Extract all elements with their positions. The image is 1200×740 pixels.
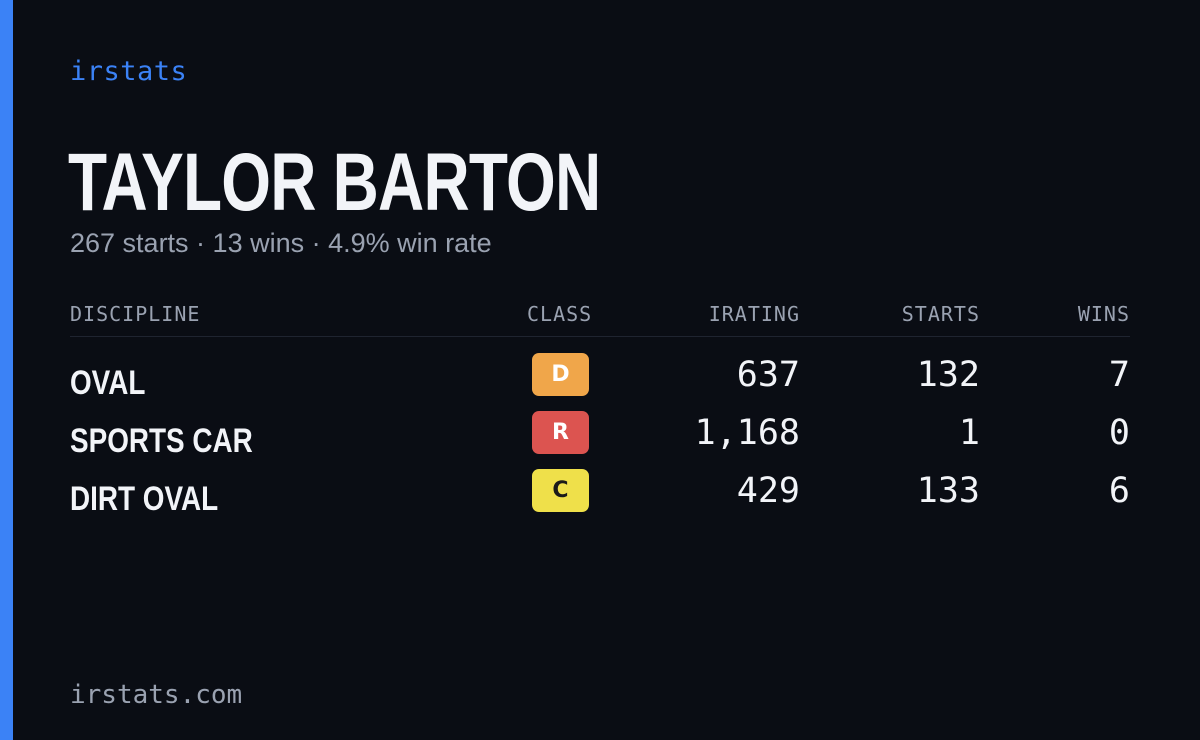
table-row: DIRT OVAL C 429 133 6 xyxy=(70,469,1130,527)
header-class: CLASS xyxy=(527,302,593,326)
class-badge: D xyxy=(532,353,589,396)
brand-logo-text: irstats xyxy=(70,56,188,87)
wins-value: 6 xyxy=(1108,471,1130,511)
irating-value: 1,168 xyxy=(694,413,800,453)
header-irating: IRATING xyxy=(708,302,800,326)
accent-bar xyxy=(0,0,13,740)
footer-url: irstats.com xyxy=(70,680,243,710)
discipline-name: OVAL xyxy=(70,364,146,402)
header-discipline: DISCIPLINE xyxy=(70,302,201,326)
stats-table: DISCIPLINE CLASS IRATING STARTS WINS OVA… xyxy=(70,296,1130,527)
wins-value: 7 xyxy=(1108,355,1130,395)
starts-value: 1 xyxy=(958,413,980,453)
irating-value: 429 xyxy=(736,471,800,511)
header-starts: STARTS xyxy=(901,302,980,326)
table-header: DISCIPLINE CLASS IRATING STARTS WINS xyxy=(70,296,1130,337)
driver-name: TAYLOR BARTON xyxy=(68,137,601,228)
class-badge: C xyxy=(532,469,589,512)
header-wins: WINS xyxy=(1077,302,1130,326)
starts-value: 133 xyxy=(916,471,980,511)
irating-value: 637 xyxy=(736,355,800,395)
wins-value: 0 xyxy=(1108,413,1130,453)
discipline-name: DIRT OVAL xyxy=(70,480,219,518)
discipline-name: SPORTS CAR xyxy=(70,422,253,460)
table-row: OVAL D 637 132 7 xyxy=(70,353,1130,411)
driver-summary: 267 starts · 13 wins · 4.9% win rate xyxy=(70,228,492,258)
table-row: SPORTS CAR R 1,168 1 0 xyxy=(70,411,1130,469)
table-body: OVAL D 637 132 7 SPORTS CAR R 1,168 1 0 … xyxy=(70,353,1130,527)
class-badge: R xyxy=(532,411,589,454)
starts-value: 132 xyxy=(916,355,980,395)
